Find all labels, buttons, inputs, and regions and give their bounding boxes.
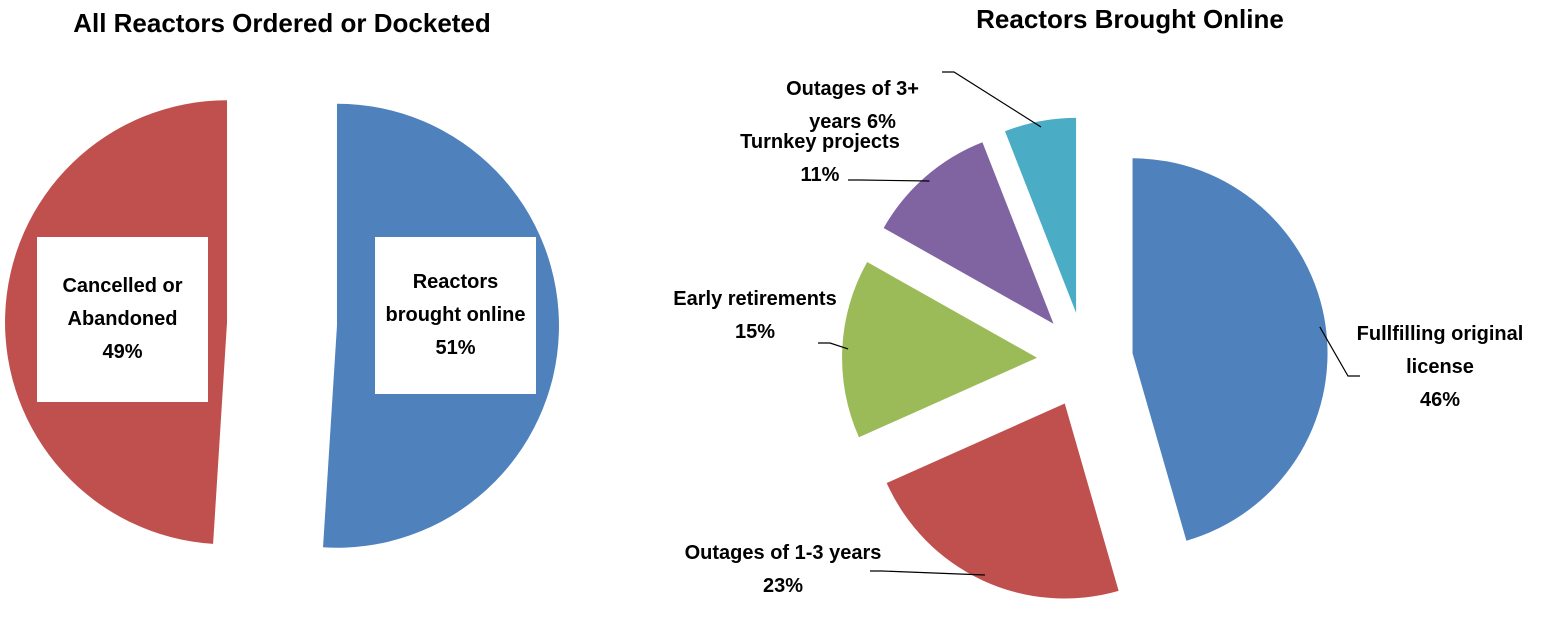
value-label: 15% xyxy=(734,321,776,343)
leader-line xyxy=(870,570,985,576)
value-label: 49% xyxy=(102,341,143,363)
leader-line xyxy=(942,71,1042,128)
pie-slice xyxy=(1132,158,1328,541)
label-text: Cancelled or Abandoned 49% xyxy=(37,270,208,369)
slice-label: Fullfilling original license 46% xyxy=(1355,318,1525,417)
value-label: 46% xyxy=(1419,389,1461,411)
value-label: 23% xyxy=(762,575,804,597)
category-name: Outages of 1-3 years xyxy=(684,542,882,564)
slice-label: Reactors brought online 51% xyxy=(375,237,536,394)
slice-label: Outages of 3+ years 6% xyxy=(760,73,945,139)
category-name: Fullfilling original license xyxy=(1356,323,1524,378)
category-name: Cancelled or Abandoned xyxy=(62,275,183,330)
category-name: Turnkey projects xyxy=(740,131,900,153)
category-name: Reactors brought online xyxy=(385,271,526,326)
pie-slice xyxy=(1004,117,1077,313)
value-label: 51% xyxy=(435,337,476,359)
slice-label: Early retirements 15% xyxy=(665,283,845,349)
value-label: 11% xyxy=(800,164,840,186)
title-text: Reactors Brought Online xyxy=(976,4,1284,34)
pie-slice xyxy=(883,142,1054,324)
leader-line xyxy=(1319,326,1360,377)
leader-line xyxy=(818,342,849,350)
pie-slice xyxy=(886,403,1119,599)
pie-slice xyxy=(842,262,1038,438)
slice-label: Cancelled or Abandoned 49% xyxy=(37,237,208,402)
chart-title: Reactors Brought Online xyxy=(830,4,1430,35)
category-name: Early retirements xyxy=(673,288,837,310)
slice-label: Turnkey projects 11% xyxy=(740,126,900,192)
slice-label: Outages of 1-3 years 23% xyxy=(683,537,883,603)
chart-title: All Reactors Ordered or Docketed xyxy=(0,8,582,39)
leader-line xyxy=(848,179,930,182)
title-text: All Reactors Ordered or Docketed xyxy=(73,8,491,38)
category-name: Outages of 3+ years xyxy=(786,78,919,133)
label-text: Reactors brought online 51% xyxy=(375,266,536,365)
value-label: 6% xyxy=(866,111,896,133)
